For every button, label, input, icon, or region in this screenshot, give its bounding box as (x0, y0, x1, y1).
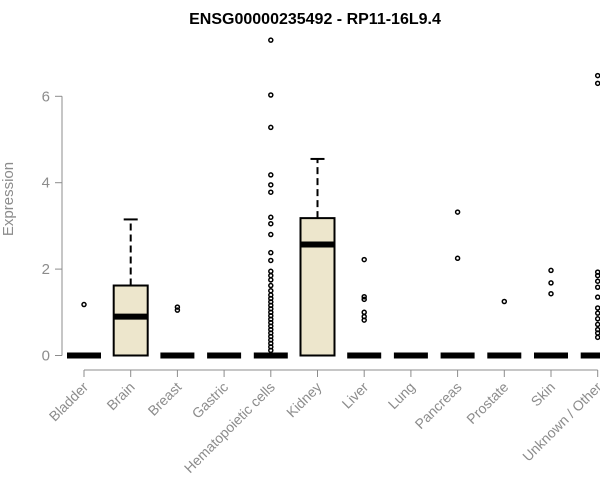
outlier-point (594, 278, 600, 284)
outlier-point (361, 256, 367, 263)
outlier-point (268, 214, 274, 221)
outlier-point (361, 313, 367, 320)
outlier-point (268, 231, 274, 238)
outlier-point (268, 268, 274, 275)
box-group (347, 256, 382, 359)
box-body (299, 217, 336, 357)
outlier-point (174, 307, 181, 313)
outlier-point (268, 272, 274, 279)
outlier-point (594, 334, 600, 341)
x-tick-label: Unknown / Other (519, 379, 600, 465)
y-tick-label: 6 (42, 88, 50, 105)
x-tick-label: Prostate (463, 379, 511, 427)
outlier-point (268, 257, 274, 264)
outlier-point (81, 301, 87, 308)
box-group (299, 157, 336, 357)
outlier-point (268, 124, 274, 131)
outlier-point (454, 209, 461, 215)
x-tick-label: Pancreas (412, 379, 465, 432)
outlier-point (174, 304, 181, 310)
x-tick-label: Gastric (189, 379, 232, 422)
x-tick-label: Hematopoietic cells (181, 379, 278, 476)
outlier-point (594, 72, 600, 79)
box-group (534, 267, 568, 359)
outlier-point (594, 294, 600, 300)
box-group (440, 209, 475, 359)
outlier-point (268, 37, 274, 43)
outlier-point (594, 321, 600, 328)
outlier-point (594, 326, 600, 333)
y-tick-label: 0 (42, 348, 50, 365)
box-group (160, 304, 195, 359)
box-group (253, 37, 288, 359)
outlier-point (268, 287, 274, 294)
outlier-point (361, 293, 367, 300)
outlier-point (594, 80, 600, 87)
x-tick-label: Skin (528, 379, 559, 410)
box-group (487, 298, 522, 359)
plot-area (67, 37, 600, 359)
outlier-point (268, 292, 274, 298)
chart-title: ENSG00000235492 - RP11-16L9.4 (189, 11, 441, 28)
y-axis-label: Expression (0, 162, 17, 236)
box-body (112, 284, 149, 357)
outlier-point (548, 280, 554, 286)
outlier-point (454, 255, 461, 262)
outlier-point (594, 310, 600, 316)
box-group (67, 301, 101, 359)
outlier-point (268, 249, 274, 256)
x-tick-label: Lung (385, 379, 418, 412)
box-group (112, 218, 149, 357)
outlier-point (548, 290, 554, 297)
x-tick-label: Liver (339, 379, 372, 412)
outlier-point (268, 189, 274, 195)
outlier-point (548, 267, 554, 274)
outlier-point (268, 172, 274, 178)
x-tick-label: Brain (103, 379, 137, 413)
outlier-point (361, 296, 367, 303)
outlier-point (594, 284, 600, 290)
outlier-point (268, 277, 274, 283)
y-tick-label: 2 (42, 261, 50, 278)
box-group (580, 72, 600, 359)
x-tick-label: Breast (145, 379, 185, 419)
y-tick-label: 4 (42, 175, 50, 192)
outlier-point (268, 220, 274, 227)
y-axis: 0 2 4 6 (42, 88, 63, 365)
outlier-point (268, 182, 274, 188)
outlier-point (501, 298, 508, 305)
x-tick-label: Bladder (46, 379, 92, 425)
outlier-point (268, 92, 274, 98)
outlier-point (361, 309, 367, 316)
x-tick-label: Kidney (283, 379, 325, 421)
outlier-point (594, 316, 600, 322)
outlier-point (268, 282, 274, 289)
outlier-point (594, 269, 600, 275)
outlier-point (594, 305, 600, 311)
